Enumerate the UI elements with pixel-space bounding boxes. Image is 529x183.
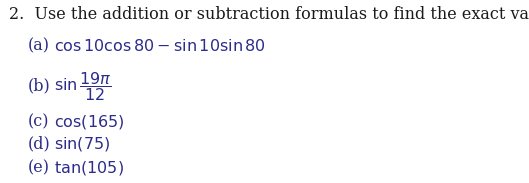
Text: (d): (d) (28, 136, 50, 153)
Text: 2.  Use the addition or subtraction formulas to find the exact value: 2. Use the addition or subtraction formu… (9, 6, 529, 23)
Text: $\cos 10 \cos 80 - \sin 10 \sin 80$: $\cos 10 \cos 80 - \sin 10 \sin 80$ (54, 38, 267, 55)
Text: $\tan(105)$: $\tan(105)$ (54, 159, 124, 177)
Text: $\sin(75)$: $\sin(75)$ (54, 135, 111, 153)
Text: (c): (c) (28, 114, 49, 131)
Text: (b): (b) (28, 78, 50, 95)
Text: $\cos(165)$: $\cos(165)$ (54, 113, 125, 131)
Text: (e): (e) (28, 159, 50, 176)
Text: $\sin \dfrac{19\pi}{12}$: $\sin \dfrac{19\pi}{12}$ (54, 70, 112, 102)
Text: (a): (a) (28, 38, 50, 55)
